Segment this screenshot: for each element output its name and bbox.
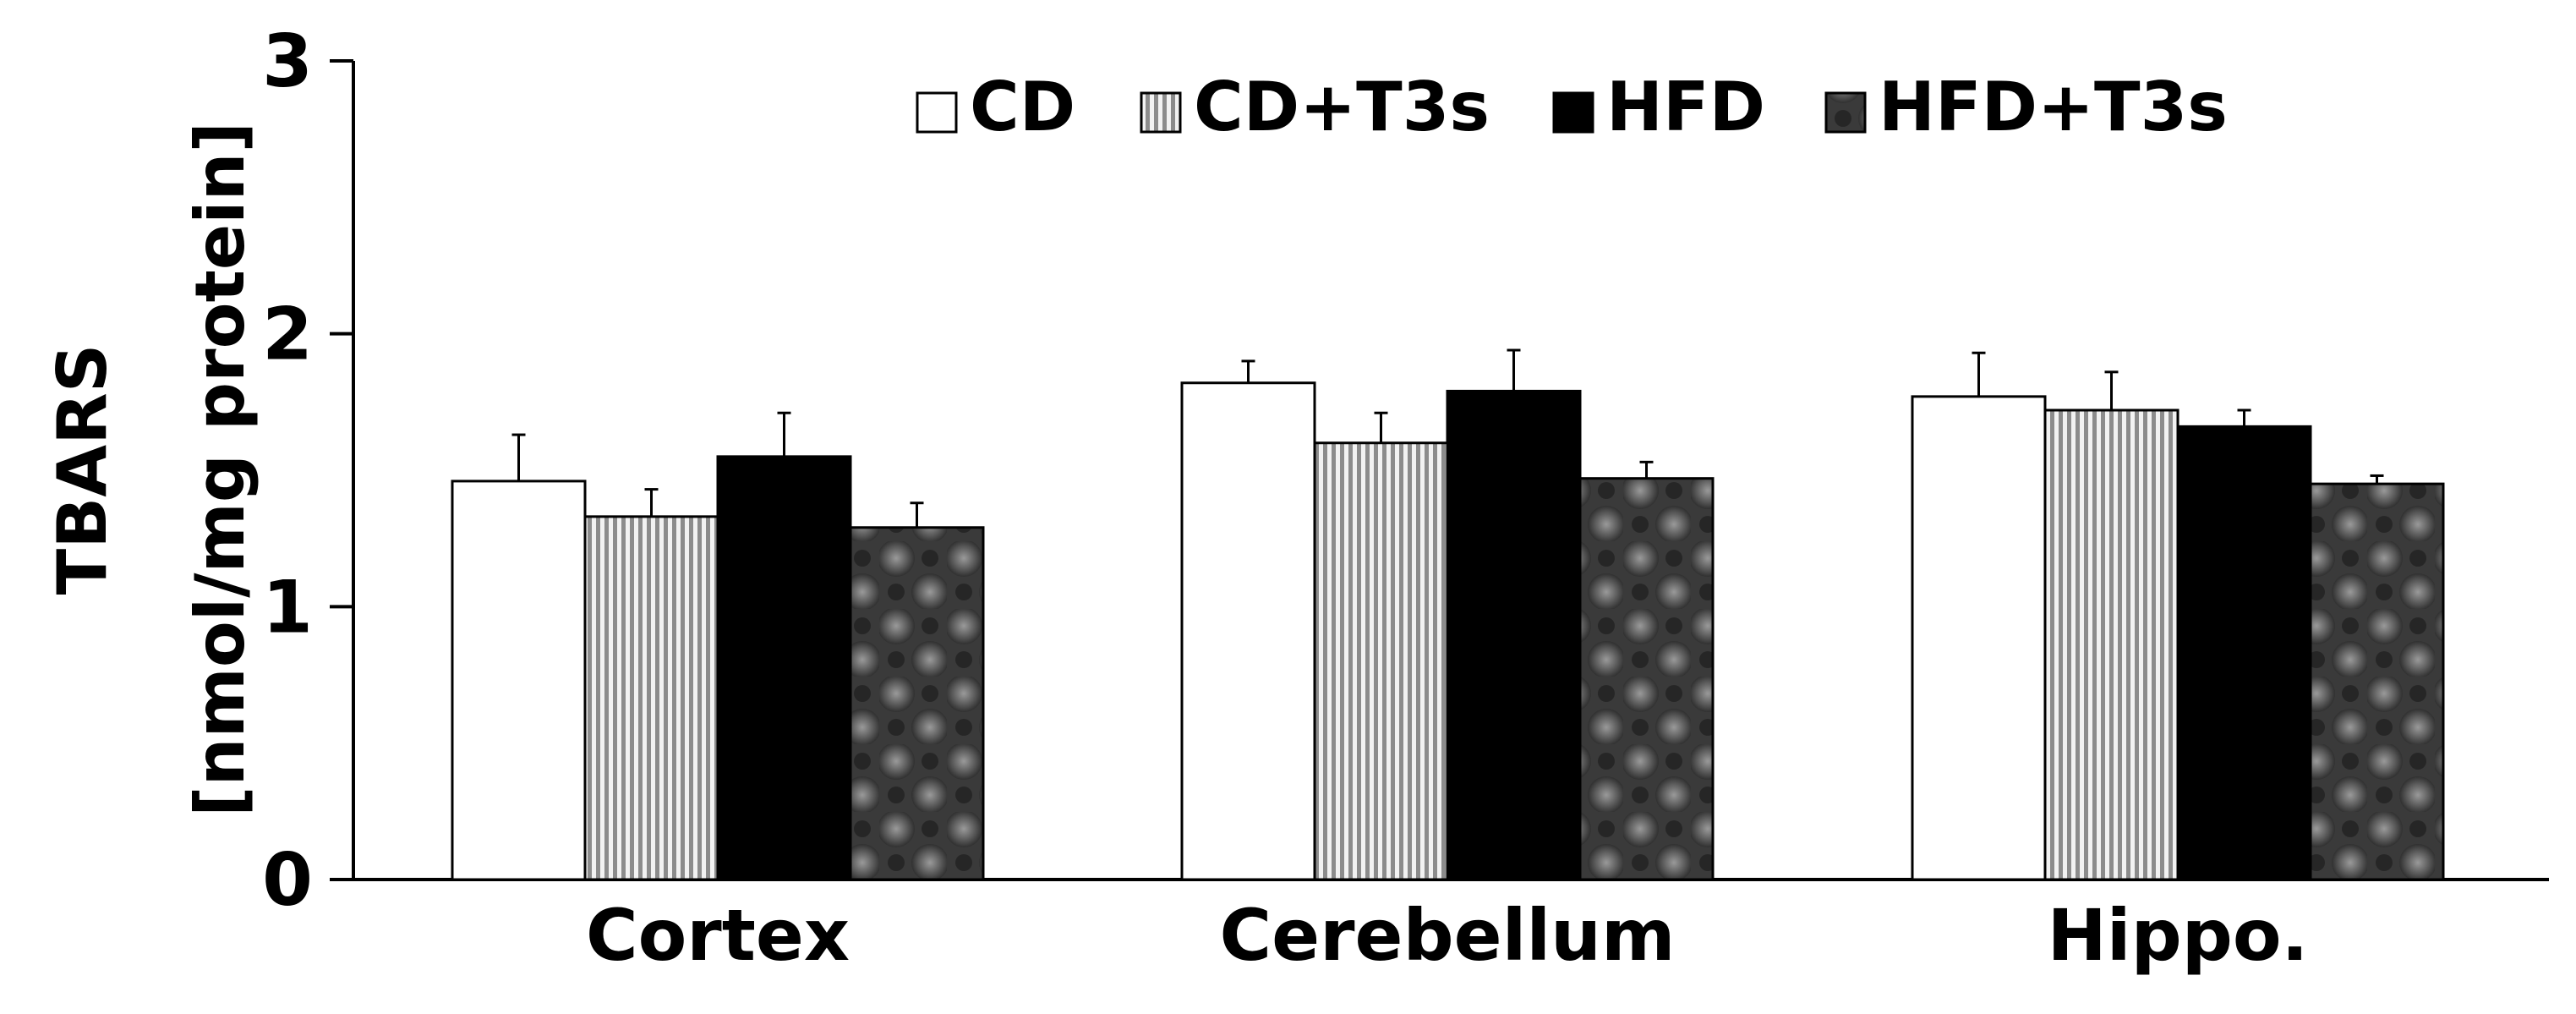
bar-hfd-t3s-cortex bbox=[849, 526, 985, 881]
y-tick-label: 0 bbox=[262, 838, 313, 923]
x-tick-label: Cortex bbox=[586, 894, 850, 977]
bar-cd-hippo bbox=[1911, 395, 2047, 881]
legend-label: HFD bbox=[1606, 68, 1765, 146]
bar-hfd-cerebellum bbox=[1446, 389, 1582, 881]
bar-cd-t3s-hippo bbox=[2043, 408, 2179, 881]
bar-cd-cortex bbox=[451, 480, 587, 881]
bar-hfd-hippo bbox=[2176, 425, 2312, 881]
bar-cd-t3s-cortex bbox=[583, 515, 719, 881]
y-axis-label-line1: TBARS bbox=[43, 344, 122, 595]
legend-swatch-hfd-t3s bbox=[1824, 91, 1867, 134]
legend-label: CD+T3s bbox=[1194, 68, 1490, 146]
y-tick-label: 2 bbox=[262, 293, 313, 377]
bar-hfd-t3s-hippo bbox=[2309, 482, 2445, 881]
y-axis-label: TBARS [nmol/mg protein] bbox=[43, 122, 260, 817]
legend-swatch-hfd bbox=[1552, 91, 1594, 134]
y-tick-label: 1 bbox=[262, 565, 313, 650]
legend: CD CD+T3s HFD HFD+T3s bbox=[916, 68, 2228, 146]
x-tick-label: Hippo. bbox=[2048, 894, 2309, 977]
bar-cd-t3s-cerebellum bbox=[1313, 441, 1449, 881]
bar-hfd-t3s-cerebellum bbox=[1578, 477, 1715, 881]
legend-label: HFD+T3s bbox=[1879, 68, 2228, 146]
y-tick-label: 3 bbox=[262, 19, 313, 104]
x-tick-labels: Cortex Cerebellum Hippo. bbox=[586, 894, 2309, 977]
legend-label: CD bbox=[970, 68, 1075, 146]
bar-cd-cerebellum bbox=[1180, 381, 1316, 881]
x-tick-label: Cerebellum bbox=[1219, 894, 1675, 977]
bars bbox=[451, 348, 2445, 881]
bar-hfd-cortex bbox=[716, 455, 852, 881]
y-axis-label-line2: [nmol/mg protein] bbox=[181, 122, 260, 817]
legend-swatch-cd bbox=[916, 91, 958, 134]
legend-swatch-cd-t3s bbox=[1140, 91, 1182, 134]
